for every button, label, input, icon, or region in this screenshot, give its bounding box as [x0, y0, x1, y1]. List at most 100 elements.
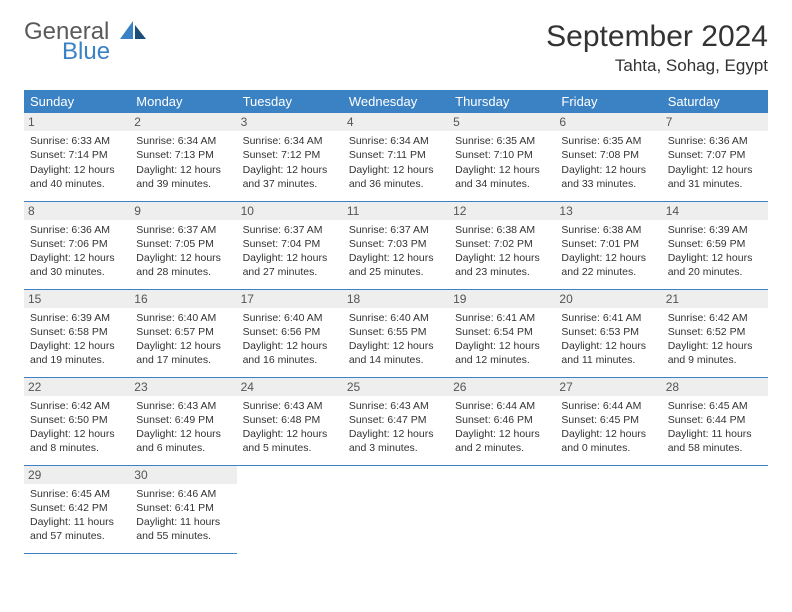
- daylight-line: Daylight: 12 hours and 0 minutes.: [561, 427, 655, 455]
- daylight-line: Daylight: 12 hours and 30 minutes.: [30, 251, 124, 279]
- daylight-line: Daylight: 12 hours and 39 minutes.: [136, 163, 230, 191]
- daylight-line: Daylight: 12 hours and 2 minutes.: [455, 427, 549, 455]
- sunset-line: Sunset: 6:55 PM: [349, 325, 443, 339]
- sunset-line: Sunset: 6:59 PM: [668, 237, 762, 251]
- sunrise-line: Sunrise: 6:40 AM: [243, 311, 337, 325]
- sunset-line: Sunset: 6:47 PM: [349, 413, 443, 427]
- dow-sunday: Sunday: [24, 90, 130, 113]
- sunset-line: Sunset: 7:14 PM: [30, 148, 124, 162]
- daylight-line: Daylight: 12 hours and 22 minutes.: [561, 251, 655, 279]
- sunset-line: Sunset: 6:57 PM: [136, 325, 230, 339]
- day-cell: 20Sunrise: 6:41 AMSunset: 6:53 PMDayligh…: [555, 289, 661, 377]
- day-cell: 27Sunrise: 6:44 AMSunset: 6:45 PMDayligh…: [555, 377, 661, 465]
- sunrise-line: Sunrise: 6:42 AM: [668, 311, 762, 325]
- sunrise-line: Sunrise: 6:34 AM: [349, 134, 443, 148]
- sunset-line: Sunset: 7:08 PM: [561, 148, 655, 162]
- day-cell: 11Sunrise: 6:37 AMSunset: 7:03 PMDayligh…: [343, 201, 449, 289]
- day-cell: 13Sunrise: 6:38 AMSunset: 7:01 PMDayligh…: [555, 201, 661, 289]
- sunset-line: Sunset: 7:07 PM: [668, 148, 762, 162]
- title-block: September 2024 Tahta, Sohag, Egypt: [546, 20, 768, 76]
- day-cell: 8Sunrise: 6:36 AMSunset: 7:06 PMDaylight…: [24, 201, 130, 289]
- day-cell: 12Sunrise: 6:38 AMSunset: 7:02 PMDayligh…: [449, 201, 555, 289]
- day-cell: 7Sunrise: 6:36 AMSunset: 7:07 PMDaylight…: [662, 113, 768, 201]
- calendar-week: 22Sunrise: 6:42 AMSunset: 6:50 PMDayligh…: [24, 377, 768, 465]
- day-number: 16: [130, 290, 236, 308]
- day-cell: 9Sunrise: 6:37 AMSunset: 7:05 PMDaylight…: [130, 201, 236, 289]
- day-cell: 3Sunrise: 6:34 AMSunset: 7:12 PMDaylight…: [237, 113, 343, 201]
- sunrise-line: Sunrise: 6:33 AM: [30, 134, 124, 148]
- daylight-line: Daylight: 11 hours and 55 minutes.: [136, 515, 230, 543]
- day-number: 23: [130, 378, 236, 396]
- sunset-line: Sunset: 7:03 PM: [349, 237, 443, 251]
- sunset-line: Sunset: 6:48 PM: [243, 413, 337, 427]
- day-number: 21: [662, 290, 768, 308]
- sunset-line: Sunset: 6:53 PM: [561, 325, 655, 339]
- daylight-line: Daylight: 12 hours and 9 minutes.: [668, 339, 762, 367]
- sunset-line: Sunset: 7:13 PM: [136, 148, 230, 162]
- daylight-line: Daylight: 11 hours and 57 minutes.: [30, 515, 124, 543]
- day-number: 29: [24, 466, 130, 484]
- sunset-line: Sunset: 7:12 PM: [243, 148, 337, 162]
- daylight-line: Daylight: 12 hours and 14 minutes.: [349, 339, 443, 367]
- daylight-line: Daylight: 12 hours and 23 minutes.: [455, 251, 549, 279]
- day-number: 28: [662, 378, 768, 396]
- day-number: 14: [662, 202, 768, 220]
- sunset-line: Sunset: 7:06 PM: [30, 237, 124, 251]
- day-number: 25: [343, 378, 449, 396]
- sunrise-line: Sunrise: 6:39 AM: [30, 311, 124, 325]
- sunrise-line: Sunrise: 6:34 AM: [136, 134, 230, 148]
- daylight-line: Daylight: 12 hours and 33 minutes.: [561, 163, 655, 191]
- empty-cell: [555, 465, 661, 553]
- day-cell: 24Sunrise: 6:43 AMSunset: 6:48 PMDayligh…: [237, 377, 343, 465]
- day-of-week-row: Sunday Monday Tuesday Wednesday Thursday…: [24, 90, 768, 113]
- sunset-line: Sunset: 7:05 PM: [136, 237, 230, 251]
- day-cell: 5Sunrise: 6:35 AMSunset: 7:10 PMDaylight…: [449, 113, 555, 201]
- day-number: 30: [130, 466, 236, 484]
- day-number: 11: [343, 202, 449, 220]
- dow-monday: Monday: [130, 90, 236, 113]
- sunrise-line: Sunrise: 6:45 AM: [30, 487, 124, 501]
- dow-friday: Friday: [555, 90, 661, 113]
- day-cell: 15Sunrise: 6:39 AMSunset: 6:58 PMDayligh…: [24, 289, 130, 377]
- day-cell: 28Sunrise: 6:45 AMSunset: 6:44 PMDayligh…: [662, 377, 768, 465]
- day-number: 6: [555, 113, 661, 131]
- day-cell: 17Sunrise: 6:40 AMSunset: 6:56 PMDayligh…: [237, 289, 343, 377]
- sunrise-line: Sunrise: 6:40 AM: [349, 311, 443, 325]
- sunrise-line: Sunrise: 6:40 AM: [136, 311, 230, 325]
- day-cell: 4Sunrise: 6:34 AMSunset: 7:11 PMDaylight…: [343, 113, 449, 201]
- day-number: 22: [24, 378, 130, 396]
- day-number: 12: [449, 202, 555, 220]
- empty-cell: [662, 465, 768, 553]
- daylight-line: Daylight: 12 hours and 19 minutes.: [30, 339, 124, 367]
- sunrise-line: Sunrise: 6:38 AM: [455, 223, 549, 237]
- sunset-line: Sunset: 6:42 PM: [30, 501, 124, 515]
- daylight-line: Daylight: 12 hours and 16 minutes.: [243, 339, 337, 367]
- day-cell: 2Sunrise: 6:34 AMSunset: 7:13 PMDaylight…: [130, 113, 236, 201]
- day-cell: 29 Sunrise: 6:45 AMSunset: 6:42 PMDayligh…: [24, 465, 130, 553]
- day-number: 4: [343, 113, 449, 131]
- daylight-line: Daylight: 12 hours and 12 minutes.: [455, 339, 549, 367]
- day-number: 13: [555, 202, 661, 220]
- sunrise-line: Sunrise: 6:39 AM: [668, 223, 762, 237]
- day-number: 18: [343, 290, 449, 308]
- sunset-line: Sunset: 6:49 PM: [136, 413, 230, 427]
- day-cell: 10Sunrise: 6:37 AMSunset: 7:04 PMDayligh…: [237, 201, 343, 289]
- daylight-line: Daylight: 12 hours and 31 minutes.: [668, 163, 762, 191]
- sunrise-line: Sunrise: 6:41 AM: [455, 311, 549, 325]
- daylight-line: Daylight: 12 hours and 17 minutes.: [136, 339, 230, 367]
- sunrise-line: Sunrise: 6:43 AM: [243, 399, 337, 413]
- sunrise-line: Sunrise: 6:37 AM: [136, 223, 230, 237]
- day-cell: 30Sunrise: 6:46 AMSunset: 6:41 PMDayligh…: [130, 465, 236, 553]
- day-cell: 22Sunrise: 6:42 AMSunset: 6:50 PMDayligh…: [24, 377, 130, 465]
- sunset-line: Sunset: 6:52 PM: [668, 325, 762, 339]
- day-cell: 16 Sunrise: 6:40 AMSunset: 6:57 PMDayligh…: [130, 289, 236, 377]
- day-cell: 26Sunrise: 6:44 AMSunset: 6:46 PMDayligh…: [449, 377, 555, 465]
- sunrise-line: Sunrise: 6:43 AM: [349, 399, 443, 413]
- daylight-line: Daylight: 12 hours and 34 minutes.: [455, 163, 549, 191]
- sunrise-line: Sunrise: 6:41 AM: [561, 311, 655, 325]
- daylight-line: Daylight: 12 hours and 37 minutes.: [243, 163, 337, 191]
- calendar-table: Sunday Monday Tuesday Wednesday Thursday…: [24, 90, 768, 554]
- dow-saturday: Saturday: [662, 90, 768, 113]
- day-cell: 21 Sunrise: 6:42 AMSunset: 6:52 PMDayligh…: [662, 289, 768, 377]
- daylight-line: Daylight: 12 hours and 28 minutes.: [136, 251, 230, 279]
